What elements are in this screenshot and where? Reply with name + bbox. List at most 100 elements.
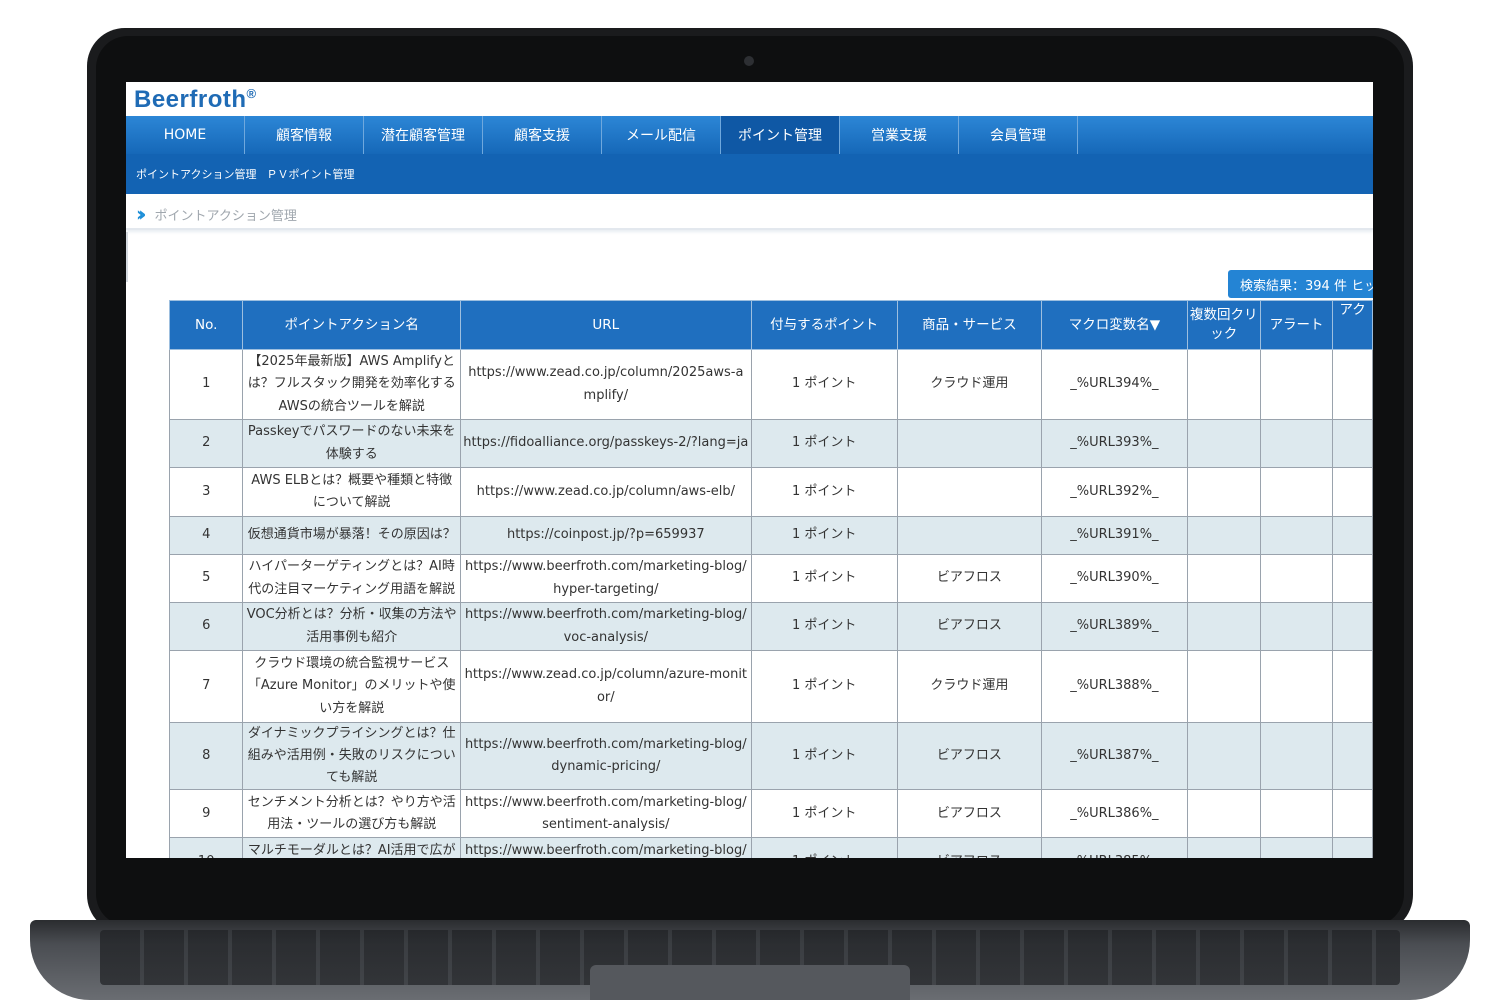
cell-action: [1332, 721, 1373, 791]
table-row[interactable]: 3 AWS ELBとは？概要や種類と特徴について解説 https://www.z…: [168, 467, 1373, 517]
nav-mail-delivery[interactable]: メール配信: [602, 116, 721, 154]
table-row[interactable]: 6 VOC分析とは？分析・収集の方法や活用事例も紹介 https://www.b…: [168, 602, 1373, 651]
cell-no: 2: [168, 419, 244, 468]
nav-point-management[interactable]: ポイント管理: [721, 116, 840, 154]
cell-action: [1332, 602, 1373, 651]
cell-multi-click: [1186, 789, 1261, 839]
cell-url: https://www.beerfroth.com/marketing-blog…: [459, 602, 752, 651]
cell-multi-click: [1186, 419, 1261, 468]
camera-icon: [744, 56, 754, 66]
nav-customer-support[interactable]: 顧客支援: [483, 116, 602, 154]
cell-action-name[interactable]: AWS ELBとは？概要や種類と特徴について解説: [242, 467, 461, 517]
cell-no: 3: [168, 467, 244, 517]
divider: [126, 232, 128, 282]
logo-mark: ®: [246, 86, 257, 101]
app-logo[interactable]: Beerfroth®: [134, 86, 257, 114]
cell-action: [1332, 837, 1373, 858]
cell-alert: [1259, 554, 1334, 603]
cell-url: https://www.beerfroth.com/marketing-blog…: [459, 789, 752, 839]
col-header-points[interactable]: 付与するポイント: [750, 300, 898, 350]
cell-url: https://www.beerfroth.com/marketing-blog…: [459, 837, 752, 858]
cell-product: ビアフロス: [896, 602, 1043, 651]
cell-url: https://www.zead.co.jp/column/2025aws-am…: [459, 349, 752, 420]
cell-multi-click: [1186, 721, 1261, 791]
cell-alert: [1259, 419, 1334, 468]
cell-multi-click: [1186, 467, 1261, 517]
nav-sales-support[interactable]: 営業支援: [840, 116, 959, 154]
cell-url: https://www.beerfroth.com/marketing-blog…: [459, 721, 752, 791]
cell-macro: _%URL391%_: [1041, 516, 1188, 555]
col-header-multi-click[interactable]: 複数回クリック: [1186, 300, 1261, 350]
cell-points: 1 ポイント: [750, 467, 898, 517]
table-row[interactable]: 1 【2025年最新版】AWS Amplifyとは？フルスタック開発を効率化する…: [168, 349, 1373, 420]
cell-action-name[interactable]: マルチモーダルとは？AI活用で広がる仕組みを解説: [242, 837, 461, 858]
cell-macro: _%URL387%_: [1041, 721, 1188, 791]
nav-customer-info[interactable]: 顧客情報: [245, 116, 364, 154]
cell-no: 5: [168, 554, 244, 603]
col-header-macro[interactable]: マクロ変数名▼: [1041, 300, 1188, 350]
col-header-no[interactable]: No.: [168, 300, 244, 350]
cell-multi-click: [1186, 554, 1261, 603]
table-row[interactable]: 9 センチメント分析とは？やり方や活用法・ツールの選び方も解説 https://…: [168, 789, 1373, 839]
col-header-product[interactable]: 商品・サービス: [896, 300, 1043, 350]
cell-action-name[interactable]: 【2025年最新版】AWS Amplifyとは？フルスタック開発を効率化するAW…: [242, 349, 461, 420]
cell-action: [1332, 789, 1373, 839]
cell-macro: _%URL393%_: [1041, 419, 1188, 468]
cell-macro: _%URL394%_: [1041, 349, 1188, 420]
cell-action-name[interactable]: センチメント分析とは？やり方や活用法・ツールの選び方も解説: [242, 789, 461, 839]
cell-macro: _%URL388%_: [1041, 650, 1188, 723]
subnav-point-action[interactable]: ポイントアクション管理: [136, 168, 257, 181]
cell-alert: [1259, 602, 1334, 651]
cell-product: ビアフロス: [896, 554, 1043, 603]
cell-macro: _%URL392%_: [1041, 467, 1188, 517]
table-row[interactable]: 8 ダイナミックプライシングとは？仕組みや活用例・失敗のリスクについても解説 h…: [168, 721, 1373, 791]
double-chevron-right-icon: ››: [136, 202, 147, 226]
table-row[interactable]: 4 仮想通貨市場が暴落！その原因は？ https://coinpost.jp/?…: [168, 516, 1373, 555]
cell-action-name[interactable]: Passkeyでパスワードのない未来を体験する: [242, 419, 461, 468]
col-header-alert[interactable]: アラート: [1259, 300, 1334, 350]
table-row[interactable]: 7 クラウド環境の統合監視サービス「Azure Monitor」のメリットや使い…: [168, 650, 1373, 723]
cell-product: [896, 516, 1043, 555]
cell-alert: [1259, 650, 1334, 723]
nav-member-management[interactable]: 会員管理: [959, 116, 1078, 154]
cell-action-name[interactable]: 仮想通貨市場が暴落！その原因は？: [242, 516, 461, 555]
cell-action-name[interactable]: ハイパーターゲティングとは？AI時代の注目マーケティング用語を解説: [242, 554, 461, 603]
cell-alert: [1259, 467, 1334, 517]
table-row[interactable]: 10 マルチモーダルとは？AI活用で広がる仕組みを解説 https://www.…: [168, 837, 1373, 858]
col-header-action[interactable]: アク: [1332, 300, 1373, 350]
cell-product: ビアフロス: [896, 721, 1043, 791]
col-header-url[interactable]: URL: [459, 300, 752, 350]
cell-macro: _%URL386%_: [1041, 789, 1188, 839]
sub-nav: ポイントアクション管理 ＰＶポイント管理: [126, 154, 1373, 194]
cell-alert: [1259, 837, 1334, 858]
subnav-pv-point[interactable]: ＰＶポイント管理: [266, 168, 355, 181]
cell-no: 1: [168, 349, 244, 420]
cell-product: [896, 419, 1043, 468]
cell-action-name[interactable]: ダイナミックプライシングとは？仕組みや活用例・失敗のリスクについても解説: [242, 721, 461, 791]
cell-points: 1 ポイント: [750, 554, 898, 603]
cell-url: https://www.zead.co.jp/column/aws-elb/: [459, 467, 752, 517]
table-header-row: No. ポイントアクション名 URL 付与するポイント 商品・サービス マクロ変…: [168, 300, 1373, 350]
cell-alert: [1259, 349, 1334, 420]
main-nav: HOME 顧客情報 潜在顧客管理 顧客支援 メール配信 ポイント管理 営業支援 …: [126, 116, 1373, 154]
cell-alert: [1259, 721, 1334, 791]
nav-home[interactable]: HOME: [126, 116, 245, 154]
table-row[interactable]: 2 Passkeyでパスワードのない未来を体験する https://fidoal…: [168, 419, 1373, 468]
cell-action-name[interactable]: VOC分析とは？分析・収集の方法や活用事例も紹介: [242, 602, 461, 651]
table-row[interactable]: 5 ハイパーターゲティングとは？AI時代の注目マーケティング用語を解説 http…: [168, 554, 1373, 603]
cell-url: https://coinpost.jp/?p=659937: [459, 516, 752, 555]
cell-action: [1332, 516, 1373, 555]
nav-prospects[interactable]: 潜在顧客管理: [364, 116, 483, 154]
cell-action-name[interactable]: クラウド環境の統合監視サービス「Azure Monitor」のメリットや使い方を…: [242, 650, 461, 723]
cell-no: 8: [168, 721, 244, 791]
col-header-action-name[interactable]: ポイントアクション名: [242, 300, 461, 350]
cell-action: [1332, 349, 1373, 420]
breadcrumb: ›› ポイントアクション管理: [126, 200, 1373, 230]
cell-product: ビアフロス: [896, 837, 1043, 858]
cell-multi-click: [1186, 602, 1261, 651]
cell-product: クラウド運用: [896, 349, 1043, 420]
cell-action: [1332, 554, 1373, 603]
cell-no: 9: [168, 789, 244, 839]
cell-no: 10: [168, 837, 244, 858]
cell-multi-click: [1186, 650, 1261, 723]
